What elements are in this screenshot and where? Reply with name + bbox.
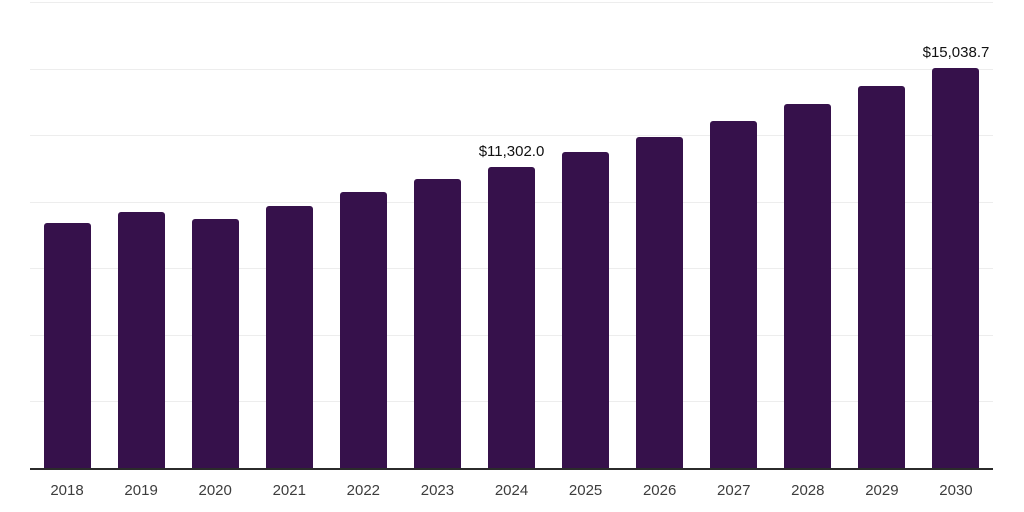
bar-slot-2030: $15,038.7 (919, 2, 993, 468)
gridline-17500 (30, 2, 993, 3)
bar-2028 (784, 103, 832, 468)
bar-slot-2028 (771, 2, 845, 468)
bar-slot-2029 (845, 2, 919, 468)
bar-2027 (710, 120, 758, 468)
bar-slot-2023 (400, 2, 474, 468)
x-tick-2023: 2023 (420, 482, 455, 499)
bar-slot-2027 (697, 2, 771, 468)
bar-2029 (858, 86, 906, 468)
bar-2023 (413, 179, 461, 468)
bar-2020 (191, 219, 239, 468)
bar-2018 (43, 222, 91, 468)
x-tick-2030: 2030 (939, 482, 973, 499)
x-tick-2021: 2021 (272, 482, 306, 499)
bar-slot-2022 (326, 2, 400, 468)
x-axis-tick-labels: 2018 2019 2020 2021 2022 2023 2024 2025 2026 2027… (30, 472, 993, 499)
bar-slot-2025 (549, 2, 623, 468)
plot-area: $11,302.0 $15,038.7 (30, 2, 993, 470)
bar-2022 (339, 191, 387, 468)
bar-2021 (265, 206, 313, 468)
x-tick-2025: 2025 (568, 482, 603, 499)
bar-2019 (117, 212, 165, 468)
x-tick-2018: 2018 (50, 482, 84, 499)
x-tick-2022: 2022 (346, 482, 381, 499)
x-tick-2028: 2028 (791, 482, 825, 499)
gridline-15000 (30, 68, 993, 70)
x-tick-2020: 2020 (198, 482, 232, 499)
bar-slot-2026 (623, 2, 697, 468)
x-tick-2026: 2026 (642, 482, 677, 499)
bar-2025 (562, 152, 610, 468)
bar-2024 (488, 167, 535, 468)
bar-slot-2020 (178, 2, 252, 468)
gridline-12500 (30, 135, 993, 137)
bar-2026 (636, 136, 684, 468)
bar-slot-2024: $11,302.0 (474, 2, 548, 468)
bar-slot-2021 (252, 2, 326, 468)
bar-value-label-2024: $11,302.0 (478, 143, 545, 161)
bar-slot-2018 (30, 2, 104, 468)
x-tick-2027: 2027 (717, 482, 751, 499)
x-tick-2019: 2019 (124, 482, 158, 499)
bar-slot-2019 (104, 2, 178, 468)
x-tick-2024: 2024 (494, 482, 529, 499)
bar-value-label-2030: $15,038.7 (922, 43, 990, 61)
bar-2030 (932, 67, 980, 468)
bars-container: $11,302.0 $15,038.7 (30, 2, 993, 468)
x-tick-2029: 2029 (865, 482, 899, 499)
